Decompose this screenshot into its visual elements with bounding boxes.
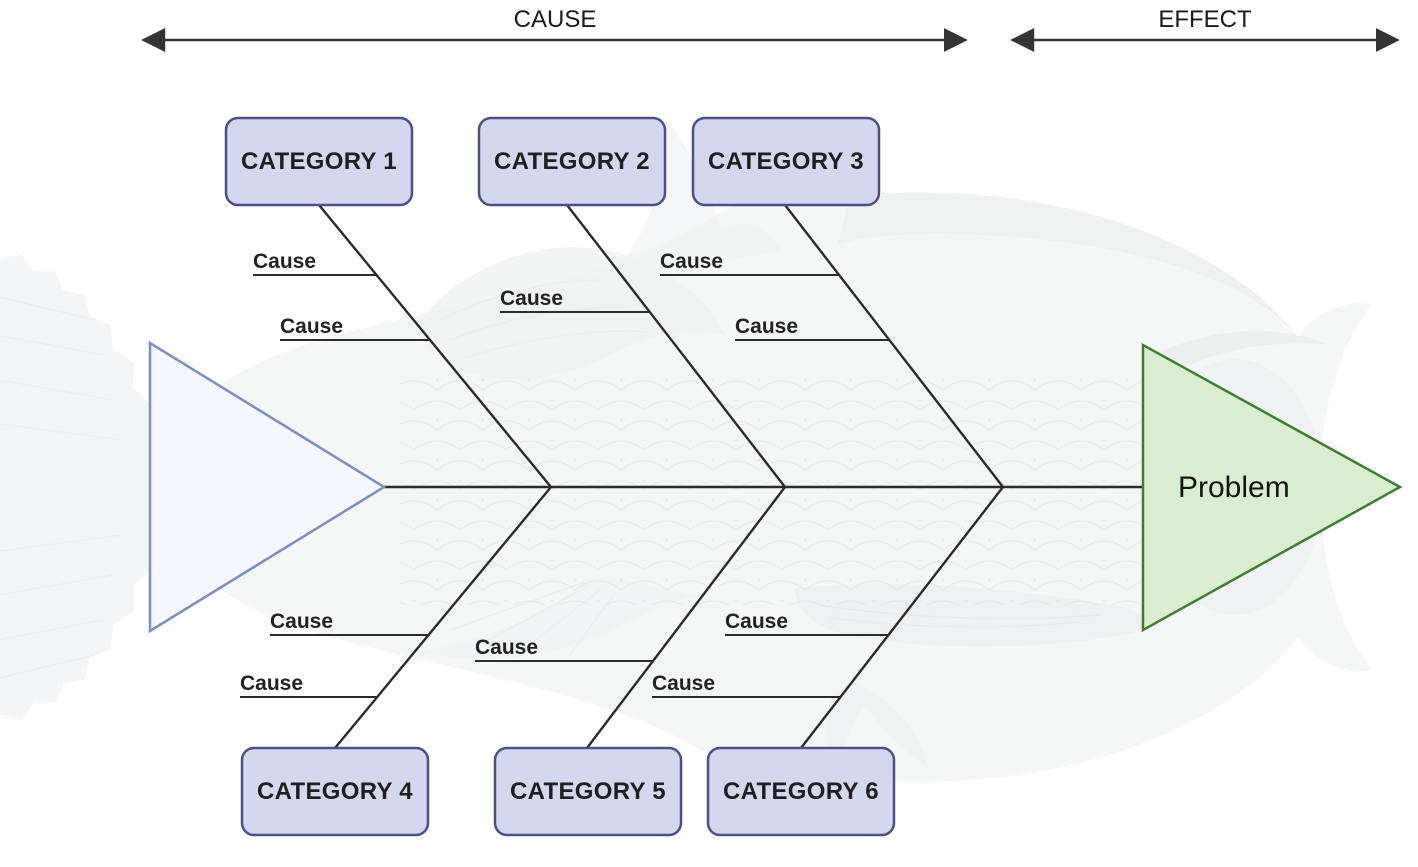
- svg-text:Cause: Cause: [253, 250, 316, 273]
- svg-text:EFFECT: EFFECT: [1158, 6, 1252, 33]
- svg-text:Cause: Cause: [735, 315, 798, 338]
- svg-text:Cause: Cause: [660, 250, 723, 273]
- svg-text:Cause: Cause: [725, 610, 788, 633]
- svg-text:Cause: Cause: [500, 287, 563, 310]
- svg-text:CATEGORY 4: CATEGORY 4: [257, 778, 413, 805]
- svg-text:CATEGORY 2: CATEGORY 2: [494, 148, 650, 175]
- svg-text:Cause: Cause: [652, 672, 715, 695]
- svg-text:CATEGORY 3: CATEGORY 3: [708, 148, 864, 175]
- svg-text:CAUSE: CAUSE: [514, 6, 597, 33]
- svg-text:Cause: Cause: [280, 315, 343, 338]
- svg-text:CATEGORY 1: CATEGORY 1: [241, 148, 397, 175]
- svg-text:Problem: Problem: [1178, 471, 1290, 504]
- svg-text:CATEGORY 5: CATEGORY 5: [510, 778, 666, 805]
- svg-text:Cause: Cause: [240, 672, 303, 695]
- svg-text:Cause: Cause: [270, 610, 333, 633]
- svg-text:Cause: Cause: [475, 636, 538, 659]
- svg-text:CATEGORY 6: CATEGORY 6: [723, 778, 879, 805]
